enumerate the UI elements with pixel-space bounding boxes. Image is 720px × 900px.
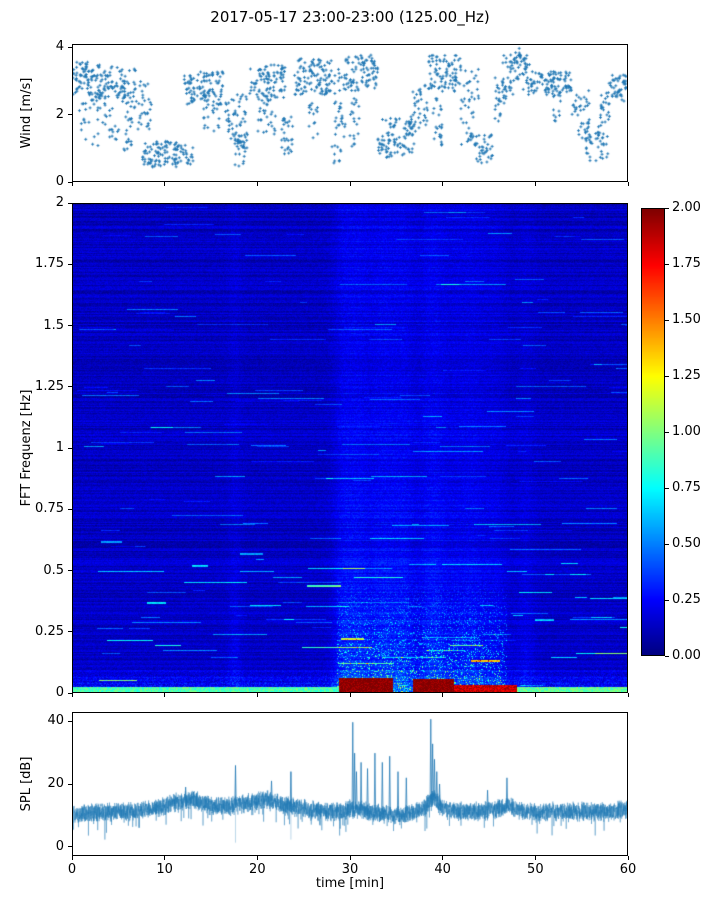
y-tick-mark (68, 325, 72, 326)
x-tick-mark (256, 693, 258, 697)
wind-plot-axes (72, 44, 628, 182)
y-tick-label: 20 (47, 776, 64, 791)
x-tick-label: 20 (249, 862, 266, 877)
x-tick-mark (256, 856, 258, 860)
colorbar-tick-mark (665, 375, 669, 377)
y-tick-mark (68, 508, 72, 510)
x-tick-mark (534, 856, 536, 860)
y-tick-label: 0 (55, 838, 64, 854)
x-tick-label: 30 (341, 862, 359, 877)
x-tick-mark (627, 693, 629, 697)
y-tick-mark (68, 114, 72, 116)
x-tick-mark (534, 693, 536, 697)
y-tick-label: 0 (55, 174, 64, 189)
y-tick-mark (68, 181, 72, 183)
x-tick-mark (534, 182, 536, 186)
y-tick-mark (68, 386, 72, 388)
y-tick-label: 0 (55, 685, 64, 700)
x-tick-label: 0 (67, 862, 77, 877)
y-tick-mark (68, 846, 72, 848)
spectrogram-canvas (73, 204, 627, 692)
y-tick-mark (68, 783, 72, 785)
y-tick-mark (68, 447, 72, 449)
colorbar-tick-label: 1.50 (672, 312, 701, 327)
x-tick-label: 50 (527, 862, 544, 877)
colorbar-tick-mark (665, 263, 669, 265)
x-tick-mark (349, 856, 351, 860)
colorbar-tick-label: 0.25 (672, 592, 701, 607)
colorbar (641, 208, 665, 656)
y-tick-label: 1.25 (35, 378, 64, 394)
colorbar-tick-mark (665, 319, 669, 321)
colorbar-canvas (642, 209, 664, 655)
x-tick-mark (442, 693, 444, 697)
y-tick-label: 40 (47, 713, 64, 729)
y-tick-label: 2 (55, 106, 64, 122)
y-tick-label: 0.75 (35, 501, 64, 517)
x-tick-mark (164, 182, 166, 186)
colorbar-tick-mark (665, 599, 669, 601)
colorbar-tick-label: 1.00 (672, 424, 701, 439)
colorbar-tick-label: 1.75 (672, 256, 701, 271)
x-tick-label: 60 (619, 862, 637, 877)
colorbar-tick-label: 2.00 (672, 200, 701, 215)
colorbar-tick-label: 0.75 (672, 480, 701, 495)
colorbar-tick-label: 0.50 (672, 536, 701, 551)
y-tick-label: 1.5 (43, 317, 64, 333)
x-tick-mark (71, 693, 73, 697)
y-tick-label: 0.5 (43, 562, 64, 578)
x-tick-mark (442, 856, 444, 860)
y-tick-mark (68, 570, 72, 571)
x-tick-mark (164, 856, 166, 860)
y-tick-label: 1.75 (35, 256, 64, 272)
x-tick-mark (164, 693, 166, 697)
x-tick-label: 10 (156, 862, 173, 877)
colorbar-tick-mark (665, 431, 669, 433)
spl-plot-axes (72, 712, 628, 856)
x-tick-mark (627, 856, 629, 860)
x-axis-label: time [min] (315, 876, 385, 891)
x-tick-mark (256, 182, 258, 186)
colorbar-tick-mark (665, 543, 669, 545)
y-tick-label: 1 (55, 440, 64, 455)
spl-line-canvas (73, 713, 627, 855)
colorbar-tick-mark (665, 207, 669, 209)
y-tick-mark (68, 202, 72, 204)
x-tick-mark (349, 693, 351, 697)
spectrogram-axes (72, 203, 628, 693)
y-tick-label: 2 (55, 195, 64, 210)
x-tick-mark (349, 182, 351, 186)
wind-scatter-canvas (73, 45, 627, 181)
y-tick-label: 4 (55, 39, 64, 55)
colorbar-tick-label: 0.00 (672, 648, 701, 663)
x-tick-mark (71, 182, 73, 186)
x-tick-mark (627, 182, 629, 186)
colorbar-tick-mark (665, 655, 669, 657)
colorbar-tick-mark (665, 487, 669, 489)
x-tick-label: 40 (434, 862, 451, 877)
y-tick-mark (68, 692, 72, 694)
y-tick-label: 0.25 (35, 623, 64, 639)
colorbar-tick-label: 1.25 (672, 368, 701, 383)
x-tick-mark (71, 856, 73, 860)
x-tick-mark (442, 182, 444, 186)
y-tick-mark (68, 46, 72, 48)
y-tick-mark (68, 720, 72, 722)
y-tick-mark (68, 631, 72, 633)
y-tick-mark (68, 263, 72, 265)
figure-title: 2017-05-17 23:00-23:00 (125.00_Hz) (210, 8, 490, 26)
